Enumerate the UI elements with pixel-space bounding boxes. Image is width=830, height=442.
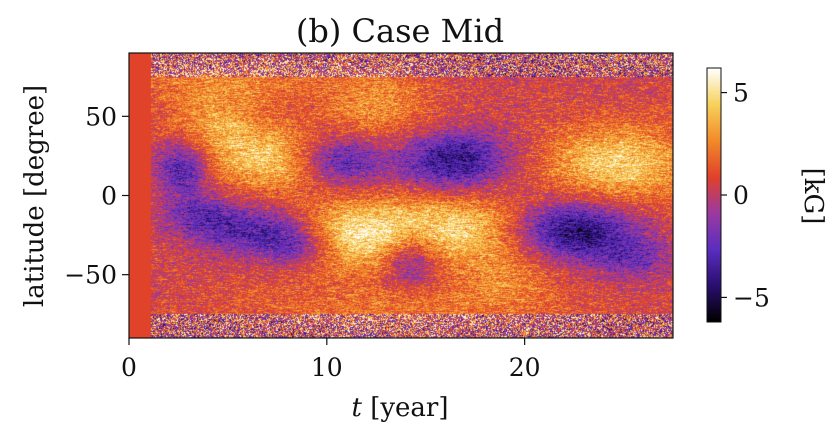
colorbar-tick-label: 5 <box>733 79 749 108</box>
colorbar-gradient <box>707 68 721 322</box>
heatmap-image <box>129 53 673 338</box>
colorbar-tick-label: 0 <box>733 181 749 210</box>
colorbar: 5 0 −5 [kG] <box>706 67 828 323</box>
y-tick-label: −50 <box>64 261 117 290</box>
chart-title: (b) Case Mid <box>296 12 504 50</box>
colorbar-ticks: 5 0 −5 <box>721 79 770 312</box>
x-tick-label: 10 <box>311 353 343 382</box>
x-tick-label: 0 <box>121 353 137 382</box>
colorbar-tick-label: −5 <box>733 283 770 312</box>
y-axis-label: latitude [degree] <box>20 85 50 307</box>
plot-area <box>128 52 674 339</box>
y-tick-label: 50 <box>85 102 117 131</box>
x-axis-label-unit: [year] <box>362 393 449 423</box>
heatmap-image-holder <box>129 53 673 338</box>
colorbar-label: [kG] <box>798 168 828 225</box>
colorbar-image-holder <box>707 68 721 322</box>
y-axis: 50 0 −50 <box>64 102 129 290</box>
x-axis: 0 10 20 <box>121 338 541 382</box>
x-tick-label: 20 <box>509 353 541 382</box>
x-axis-label-var: t <box>351 393 362 423</box>
y-tick-label: 0 <box>101 182 117 211</box>
x-axis-label: t [year] <box>351 393 448 423</box>
